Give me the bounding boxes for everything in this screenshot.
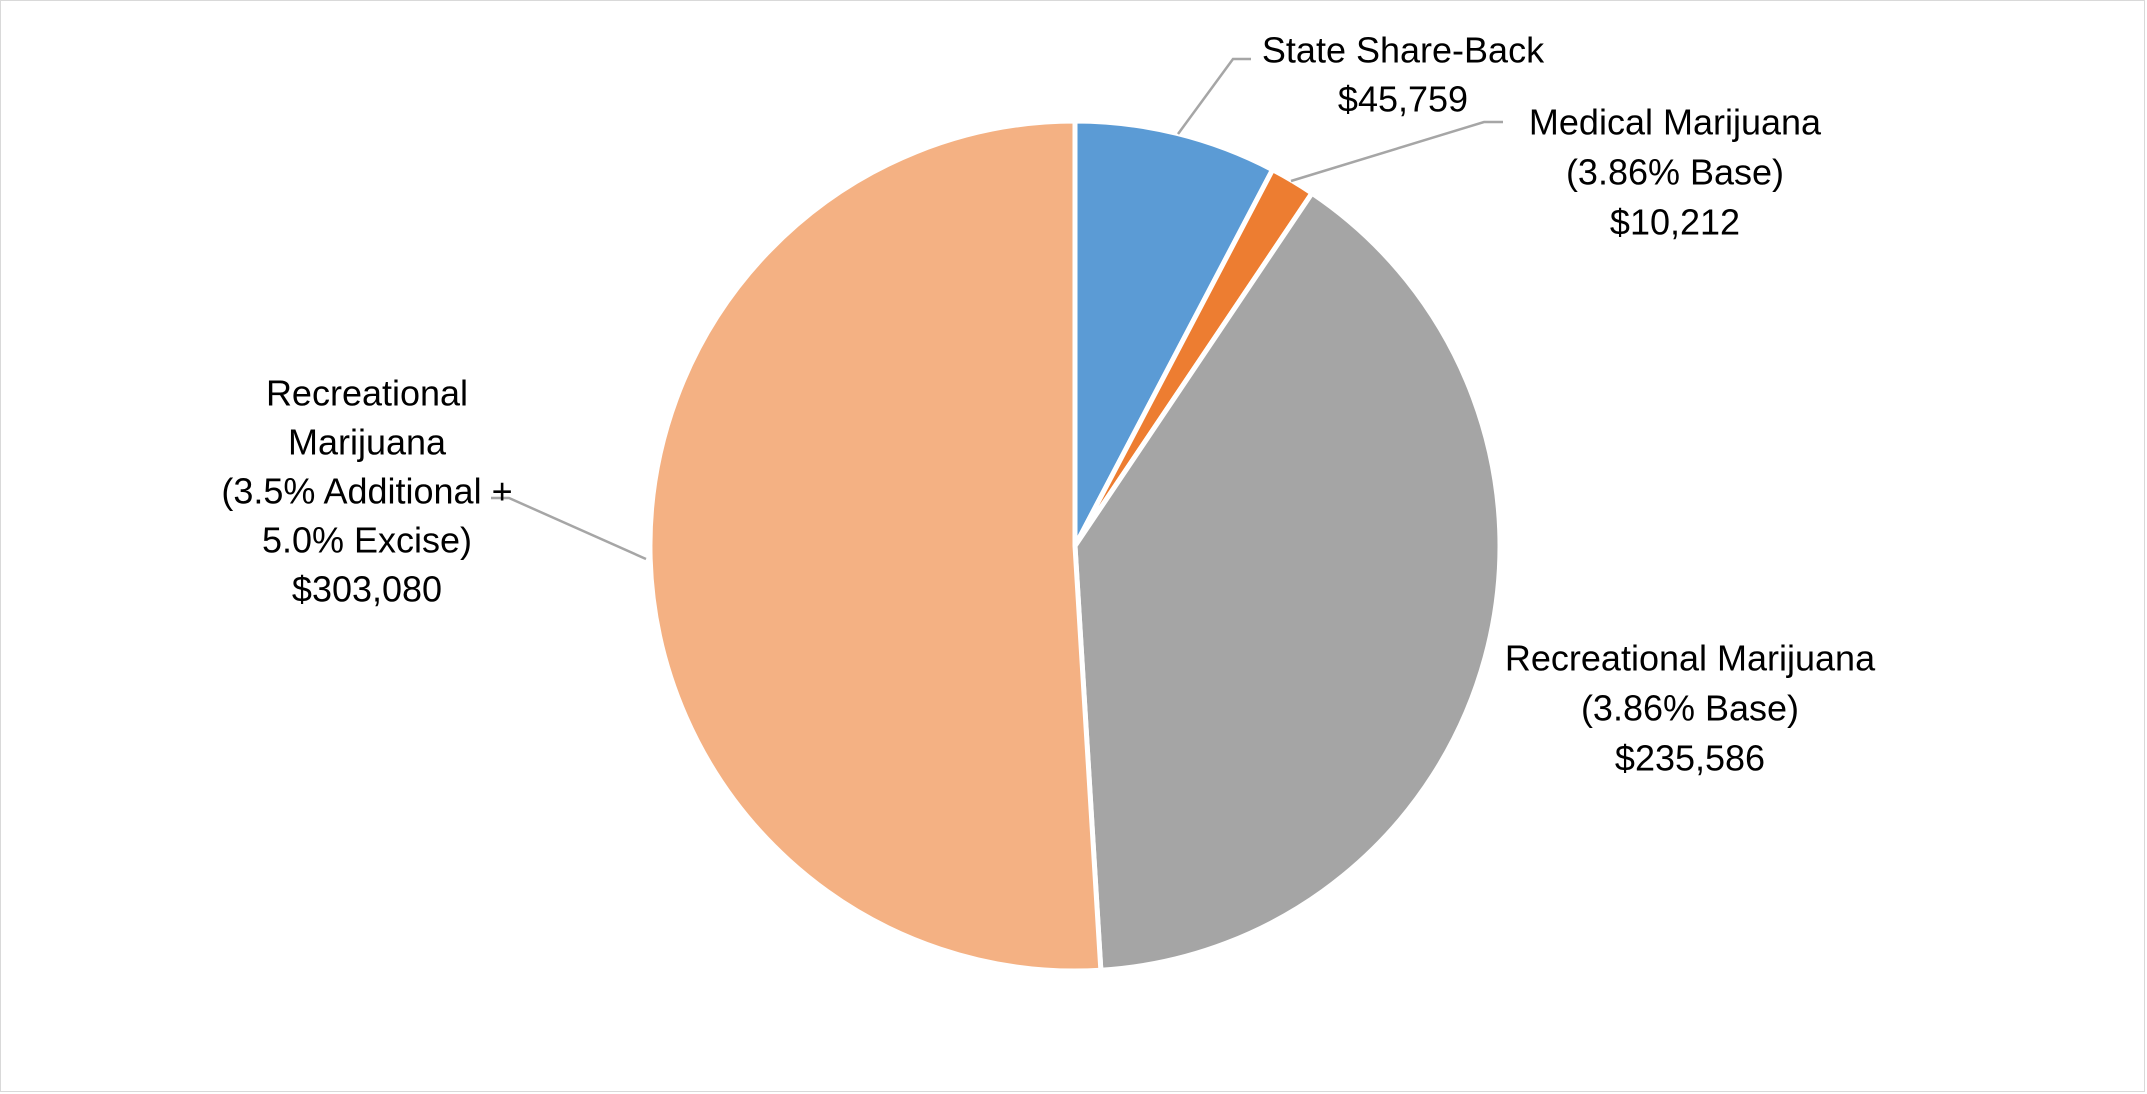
data-label-line: Recreational Marijuana bbox=[1505, 637, 1876, 678]
data-label-line: Recreational bbox=[266, 372, 468, 413]
data-label-line: 5.0% Excise) bbox=[262, 519, 472, 560]
data-label-recreational-marijuana-3-86-base: Recreational Marijuana (3.86% Base) $235,5… bbox=[1505, 637, 1876, 778]
leader-line-state-share-back bbox=[1176, 57, 1251, 135]
leader-line-medical-marijuana-3-86-base bbox=[1290, 120, 1503, 183]
leader-line-recreational-marijuana-3-5-additional-5-0-excise bbox=[491, 496, 647, 561]
leader-lines-layer bbox=[491, 57, 1503, 561]
slices-layer bbox=[647, 118, 1503, 974]
data-label-line: (3.86% Base) bbox=[1566, 151, 1784, 192]
data-label-line: State Share-Back bbox=[1262, 29, 1545, 70]
data-label-line: $10,212 bbox=[1610, 201, 1740, 242]
data-label-line: (3.86% Base) bbox=[1581, 687, 1799, 728]
data-label-medical-marijuana-3-86-base: Medical Marijuana (3.86% Base) $10,212 bbox=[1529, 101, 1822, 242]
data-label-line: Marijuana bbox=[288, 421, 447, 462]
data-label-line: (3.5% Additional + bbox=[221, 470, 512, 511]
data-label-line: $235,586 bbox=[1615, 737, 1765, 778]
data-label-line: $303,080 bbox=[292, 568, 442, 609]
data-labels-layer: State Share-Back $45,759 Medical Marijuana… bbox=[221, 29, 1876, 778]
data-label-line: Medical Marijuana bbox=[1529, 101, 1822, 142]
pie-slice-recreational-marijuana-3-86-base bbox=[1072, 189, 1503, 973]
data-label-line: $45,759 bbox=[1338, 78, 1468, 119]
data-label-state-share-back: State Share-Back $45,759 bbox=[1262, 29, 1545, 119]
pie-slice-recreational-marijuana-3-5-additional-5-0-excise bbox=[647, 118, 1104, 974]
pie-slice-state-share-back bbox=[1072, 118, 1276, 548]
data-label-recreational-marijuana-3-5-additional-5-0-excise: Recreational Marijuana (3.5% Additional + 5… bbox=[221, 372, 512, 609]
